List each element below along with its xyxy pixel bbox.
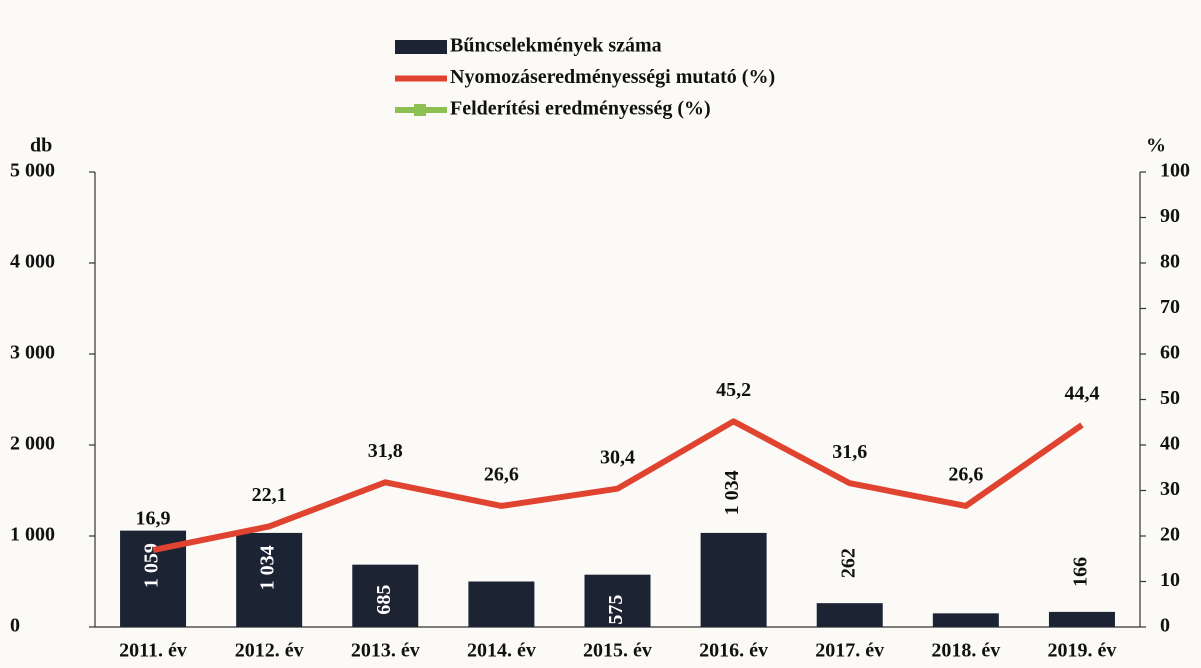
y2-tick-label: 30 (1160, 478, 1180, 500)
legend-label: Nyomozáseredményességi mutató (%) (450, 66, 775, 88)
line-value-label: 44,4 (1064, 383, 1099, 405)
bar (584, 574, 651, 627)
bar (236, 532, 303, 627)
y2-tick-label: 100 (1160, 160, 1190, 182)
y2-tick-label: 50 (1160, 387, 1180, 409)
bar-value-label: 575 (605, 595, 627, 625)
y2-tick-label: 80 (1160, 251, 1180, 273)
x-tick-label: 2017. év (815, 640, 884, 662)
bar (700, 532, 767, 627)
y-tick-label: 1 000 (10, 524, 55, 546)
legend-label: Bűncselekmények száma (450, 35, 662, 57)
bar (1048, 611, 1115, 627)
line-value-label: 22,1 (252, 484, 287, 506)
y-tick-label: 0 (10, 615, 20, 637)
line-value-label: 45,2 (716, 379, 751, 401)
bar-value-label: 685 (373, 585, 395, 615)
y-tick-label: 3 000 (10, 342, 55, 364)
x-tick-label: 2013. év (351, 640, 420, 662)
legend-label: Felderítési eredményesség (%) (450, 98, 711, 120)
y-tick-label: 5 000 (10, 160, 55, 182)
x-tick-label: 2019. év (1047, 640, 1116, 662)
line (152, 418, 1084, 554)
y-axis-label: db (30, 135, 52, 157)
line-value-label: 31,8 (368, 440, 403, 462)
x-tick-label: 2014. év (467, 640, 536, 662)
line-value-label: 26,6 (948, 464, 983, 486)
x-tick-label: 2015. év (583, 640, 652, 662)
y2-tick-label: 60 (1160, 342, 1180, 364)
bar-value-label: 262 (837, 548, 859, 578)
line-value-label: 31,6 (832, 441, 867, 463)
bar (816, 603, 883, 627)
legend-swatch (395, 40, 447, 54)
y-tick-label: 2 000 (10, 433, 55, 455)
bar-value-label: 1 034 (257, 545, 279, 590)
bar-value-label: 1 034 (721, 470, 743, 515)
line-value-label: 26,6 (484, 464, 519, 486)
bar-value-label: 1 059 (141, 543, 163, 588)
legend-marker (414, 104, 426, 116)
y2-axis-label: % (1146, 135, 1166, 157)
y2-tick-label: 20 (1160, 524, 1180, 546)
bar-value-label: 166 (1070, 557, 1092, 587)
y-tick-label: 4 000 (10, 251, 55, 273)
bar (352, 564, 419, 627)
y2-tick-label: 70 (1160, 296, 1180, 318)
line-value-label: 16,9 (136, 508, 171, 530)
x-tick-label: 2011. év (119, 640, 187, 662)
x-tick-label: 2016. év (699, 640, 768, 662)
x-tick-label: 2018. év (931, 640, 1000, 662)
bar (932, 613, 999, 627)
y2-tick-label: 40 (1160, 433, 1180, 455)
y2-tick-label: 90 (1160, 205, 1180, 227)
x-tick-label: 2012. év (235, 640, 304, 662)
bar (468, 581, 535, 627)
line-value-label: 30,4 (600, 446, 635, 468)
y2-tick-label: 10 (1160, 569, 1180, 591)
y2-tick-label: 0 (1160, 615, 1170, 637)
